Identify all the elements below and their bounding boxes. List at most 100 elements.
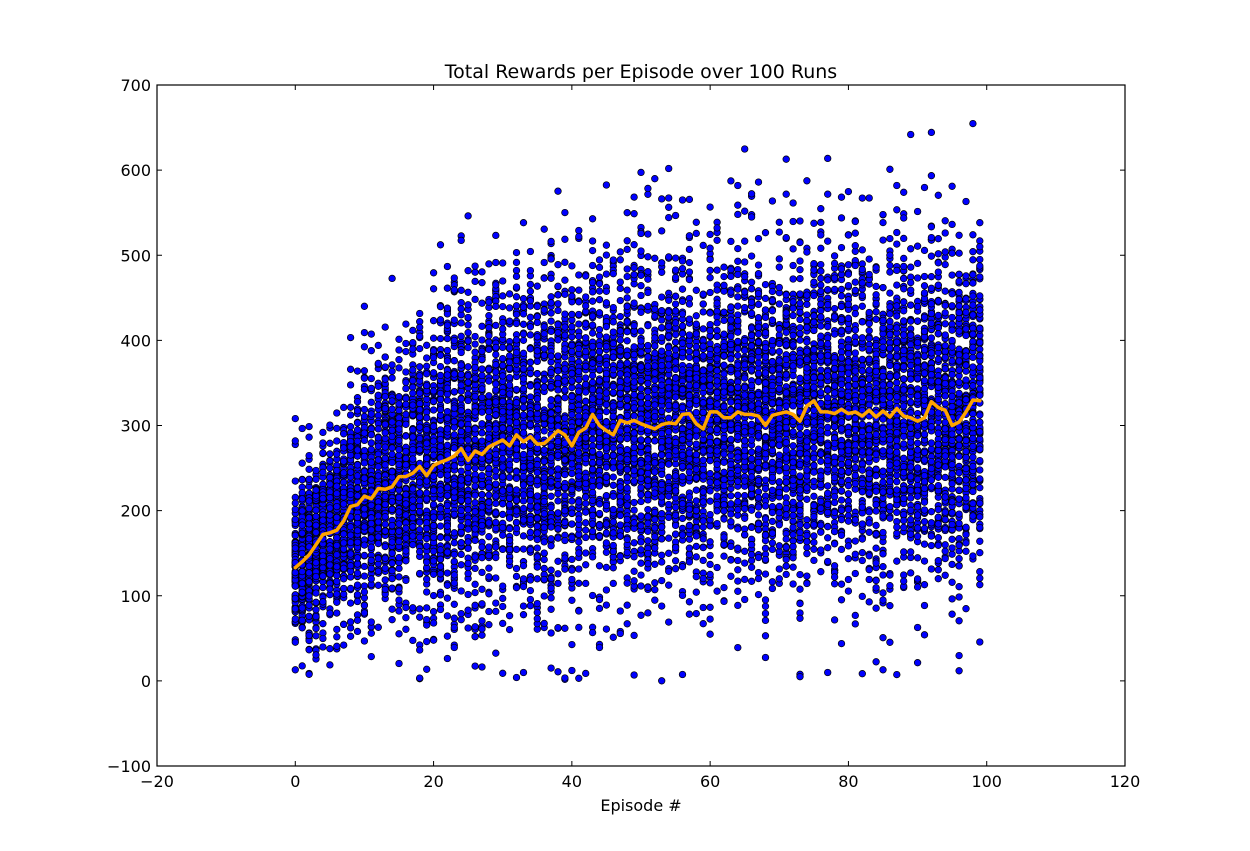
scatter-point [319, 494, 327, 503]
scatter-point [298, 424, 306, 433]
scatter-point [609, 451, 617, 460]
scatter-point [464, 559, 472, 568]
scatter-point [526, 528, 535, 537]
scatter-point [436, 241, 445, 249]
scatter-point [374, 463, 382, 471]
scatter-point [623, 328, 631, 336]
scatter-point [609, 633, 617, 641]
scatter-point [471, 536, 479, 545]
scatter-point [464, 569, 472, 578]
scatter-point [423, 454, 431, 463]
scatter-point [595, 296, 604, 304]
scatter-point [402, 524, 410, 532]
scatter-point [436, 513, 445, 521]
scatter-point [409, 445, 417, 454]
scatter-point [360, 328, 369, 337]
scatter-point [333, 609, 341, 617]
scatter-point [609, 318, 617, 326]
scatter-point [381, 375, 389, 383]
scatter-point [630, 299, 638, 307]
scatter-point [340, 620, 348, 629]
scatter-point [388, 549, 396, 557]
scatter-point [333, 437, 341, 445]
scatter-point [429, 591, 438, 600]
scatter-point [526, 515, 535, 524]
scatter-point [485, 298, 493, 306]
scatter-point [540, 483, 548, 491]
scatter-point [409, 523, 417, 531]
scatter-point [533, 476, 541, 485]
scatter-point [540, 575, 548, 584]
scatter-point [499, 424, 507, 432]
scatter-point [616, 447, 624, 455]
scatter-point [360, 343, 369, 351]
scatter-point [568, 428, 576, 436]
scatter-point [423, 524, 431, 533]
scatter-point [485, 425, 493, 433]
scatter-point [436, 555, 445, 563]
scatter-point [499, 259, 507, 267]
scatter-point [499, 292, 507, 300]
scatter-point [609, 518, 617, 526]
scatter-point [547, 478, 555, 486]
scatter-point [561, 310, 569, 318]
scatter-point [547, 584, 555, 592]
scatter-point [381, 480, 389, 488]
scatter-point [630, 241, 638, 249]
scatter-point [485, 483, 493, 491]
scatter-point [499, 372, 507, 380]
scatter-point [505, 364, 514, 373]
scatter-point [402, 320, 410, 328]
scatter-point [561, 414, 569, 422]
scatter-point [381, 527, 389, 535]
scatter-point [340, 545, 348, 553]
scatter-point [381, 542, 389, 551]
scatter-point [346, 550, 355, 558]
scatter-point [450, 418, 458, 426]
scatter-point [485, 498, 493, 506]
scatter-point [464, 606, 472, 614]
scatter-point [554, 509, 562, 517]
scatter-point [457, 319, 465, 327]
scatter-point [450, 357, 458, 365]
scatter-point [554, 668, 562, 676]
scatter-point [367, 431, 375, 439]
scatter-point [499, 397, 507, 406]
scatter-point [423, 425, 431, 434]
scatter-point [526, 490, 535, 498]
scatter-point [547, 293, 555, 301]
scatter-point [326, 450, 334, 458]
scatter-point [602, 407, 611, 416]
scatter-point [478, 420, 486, 428]
scatter-point [623, 294, 631, 302]
scatter-point [533, 333, 541, 341]
scatter-point [540, 258, 548, 267]
scatter-point [478, 393, 486, 402]
scatter-point [595, 377, 604, 385]
scatter-point [630, 378, 638, 386]
scatter-point [526, 449, 535, 458]
scatter-point [623, 493, 631, 501]
scatter-point [616, 296, 624, 305]
scatter-point [402, 432, 410, 440]
scatter-point [526, 576, 535, 584]
scatter-point [512, 302, 521, 310]
scatter-point [602, 539, 611, 547]
scatter-point [492, 574, 500, 582]
scatter-point [609, 444, 617, 452]
scatter-point [464, 212, 472, 220]
scatter-point [533, 608, 541, 617]
scatter-point [616, 532, 624, 540]
scatter-point [450, 336, 458, 345]
scatter-point [450, 370, 458, 378]
scatter-point [602, 444, 611, 452]
scatter-point [623, 272, 631, 281]
scatter-point [388, 538, 396, 546]
scatter-point [353, 452, 362, 460]
scatter-point [353, 581, 362, 589]
scatter-point [505, 344, 514, 352]
scatter-point [485, 312, 493, 320]
scatter-point [540, 446, 548, 454]
scatter-point [533, 395, 541, 403]
scatter-point [582, 293, 590, 301]
